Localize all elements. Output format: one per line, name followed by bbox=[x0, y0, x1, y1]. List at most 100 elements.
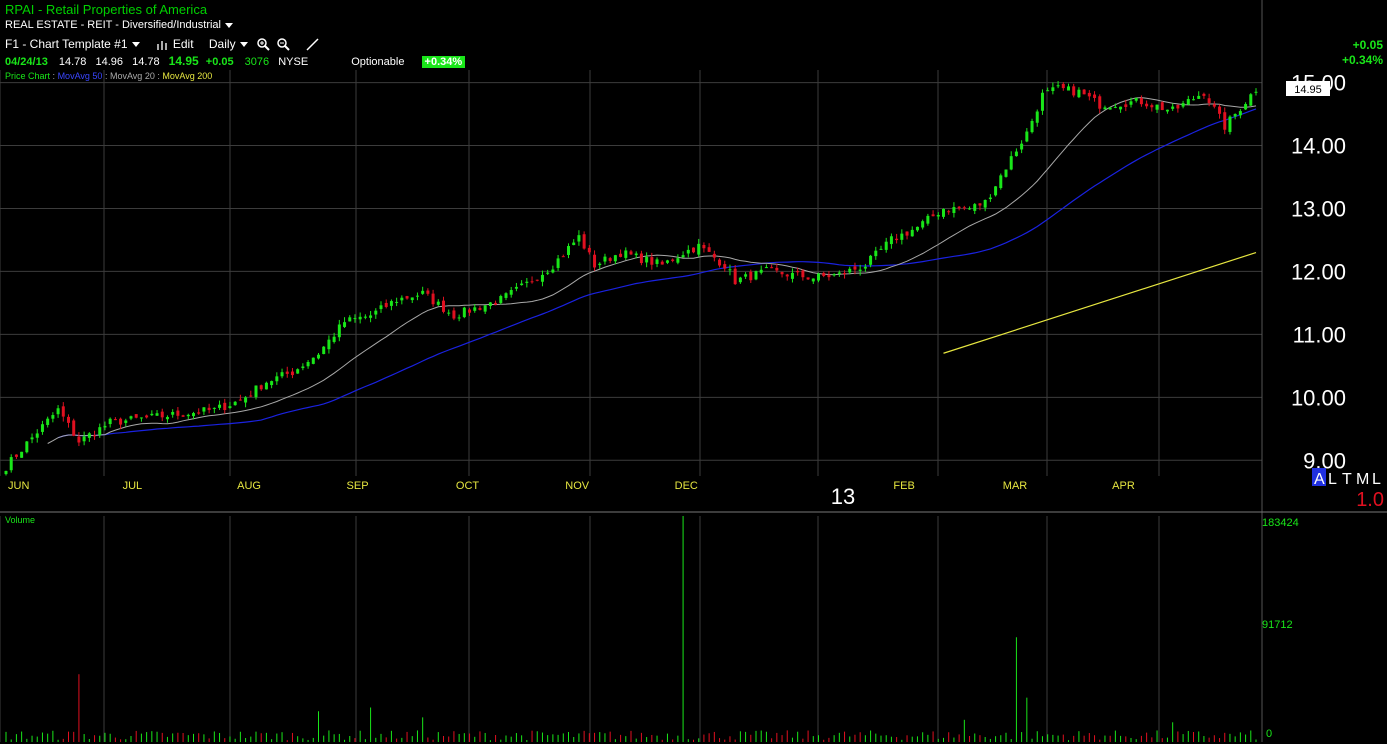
candle-body bbox=[1082, 89, 1086, 95]
edit-button[interactable]: Edit bbox=[156, 37, 194, 51]
candle-body bbox=[327, 339, 331, 350]
quote-volume: 3076 bbox=[244, 56, 270, 68]
candle-body bbox=[1051, 87, 1055, 92]
candle-body bbox=[462, 307, 466, 318]
month-label: DEC bbox=[675, 480, 698, 492]
candle-body bbox=[410, 297, 414, 301]
candle-body bbox=[1207, 98, 1211, 104]
candle-body bbox=[858, 269, 862, 271]
volume-max-label: 183424 bbox=[1262, 517, 1299, 529]
timeframe-l2[interactable]: L bbox=[1372, 471, 1381, 488]
candle-body bbox=[358, 316, 362, 320]
volume-zero-label: 0 bbox=[1266, 728, 1272, 740]
candle-body bbox=[650, 257, 654, 265]
ma50-label[interactable]: MovAvg 50 bbox=[57, 71, 103, 81]
candle-body bbox=[212, 407, 216, 409]
candle-body bbox=[843, 272, 847, 275]
candle-body bbox=[259, 385, 263, 390]
candle-body bbox=[671, 259, 675, 261]
candle-body bbox=[348, 317, 352, 322]
month-label: OCT bbox=[456, 480, 480, 492]
month-label: APR bbox=[1112, 480, 1135, 492]
candle-body bbox=[322, 346, 326, 355]
volume-layer bbox=[5, 516, 1257, 742]
candle-body bbox=[790, 272, 794, 279]
candle-body bbox=[1061, 83, 1065, 89]
quote-open: 14.78 bbox=[58, 56, 87, 68]
timeframe-a[interactable]: A bbox=[1314, 471, 1325, 488]
candle-body bbox=[988, 197, 992, 200]
candle-body bbox=[1223, 112, 1227, 130]
candle-body bbox=[1218, 106, 1222, 114]
candle-body bbox=[473, 307, 477, 311]
candle-body bbox=[1087, 92, 1091, 97]
sector-dropdown[interactable]: REAL ESTATE - REIT - Diversified/Industr… bbox=[5, 19, 233, 31]
candle-body bbox=[665, 260, 669, 263]
ma200-label[interactable]: MovAvg 200 bbox=[162, 71, 213, 81]
zoom-in-icon[interactable] bbox=[257, 38, 270, 52]
candle-body bbox=[1056, 85, 1060, 87]
candle-body bbox=[1212, 104, 1216, 107]
candle-body bbox=[1098, 96, 1102, 109]
candle-body bbox=[869, 255, 873, 265]
candle-body bbox=[51, 415, 55, 419]
candle-body bbox=[1249, 94, 1253, 106]
candle-body bbox=[660, 261, 664, 265]
candle-body bbox=[181, 415, 185, 417]
quote-bar: 04/24/13 14.78 14.96 14.78 14.95 +0.05 3… bbox=[5, 54, 466, 68]
zoom-out-icon[interactable] bbox=[277, 38, 290, 52]
candle-body bbox=[119, 418, 123, 425]
ma20-label[interactable]: MovAvg 20 bbox=[109, 71, 155, 81]
candle-body bbox=[619, 253, 623, 257]
draw-line-icon[interactable] bbox=[306, 38, 320, 51]
y-tick-label: 10.00 bbox=[1291, 385, 1346, 410]
candle-body bbox=[389, 301, 393, 306]
candle-body bbox=[186, 414, 190, 417]
candle-body bbox=[218, 404, 222, 408]
timeframe-t[interactable]: T bbox=[1342, 471, 1352, 488]
right-pct-change: +0.34% bbox=[1341, 53, 1383, 67]
legend-sep: : bbox=[52, 71, 56, 81]
candle-body bbox=[306, 362, 310, 367]
symbol-title[interactable]: RPAI - Retail Properties of America bbox=[5, 2, 208, 17]
candle-body bbox=[285, 371, 289, 374]
candle-body bbox=[1165, 109, 1169, 112]
candle-body bbox=[87, 433, 91, 438]
price-chart-label[interactable]: Price Chart bbox=[5, 71, 51, 81]
candle-body bbox=[197, 412, 201, 414]
candle-body bbox=[405, 296, 409, 299]
candle-body bbox=[712, 253, 716, 258]
candle-body bbox=[1186, 99, 1190, 105]
period-label: Daily bbox=[208, 37, 236, 51]
candle-body bbox=[832, 274, 836, 276]
candle-body bbox=[785, 274, 789, 277]
candle-body bbox=[504, 293, 508, 298]
candle-body bbox=[436, 301, 440, 305]
candle-body bbox=[1197, 95, 1201, 99]
chevron-down-icon bbox=[131, 42, 140, 48]
candle-body bbox=[634, 253, 638, 256]
candle-body bbox=[1145, 103, 1149, 107]
template-dropdown[interactable]: F1 - Chart Template #1 bbox=[5, 37, 140, 51]
template-label: F1 - Chart Template #1 bbox=[5, 37, 128, 51]
candle-body bbox=[457, 317, 461, 319]
candle-body bbox=[509, 290, 513, 295]
month-label: JUN bbox=[8, 480, 29, 492]
candle-body bbox=[103, 425, 107, 428]
candle-body bbox=[926, 215, 930, 224]
timeframe-m[interactable]: M bbox=[1356, 471, 1369, 488]
period-dropdown[interactable]: Daily bbox=[209, 37, 248, 51]
candle-body bbox=[764, 267, 768, 269]
month-label: FEB bbox=[893, 480, 914, 492]
candle-body bbox=[447, 312, 451, 314]
candle-body bbox=[1244, 104, 1248, 110]
candle-body bbox=[332, 336, 336, 342]
current-price-box bbox=[1286, 81, 1330, 96]
timeframe-active-bg bbox=[1312, 468, 1326, 486]
candle-body bbox=[655, 259, 659, 264]
timeframe-l[interactable]: L bbox=[1328, 471, 1337, 488]
candle-body bbox=[613, 255, 617, 262]
candle-body bbox=[317, 354, 320, 359]
candle-body bbox=[520, 283, 524, 286]
